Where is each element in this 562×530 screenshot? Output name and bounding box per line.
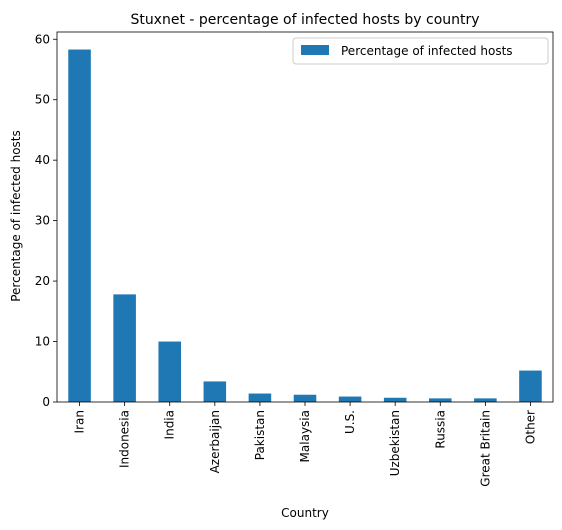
y-tick-label: 30 [35,214,50,228]
x-tick-label: India [163,410,177,439]
x-tick-label: Pakistan [253,410,267,460]
x-tick-label: Malaysia [298,410,312,462]
x-tick-label: Other [523,410,537,444]
x-tick-label: U.S. [343,410,357,434]
x-ticks: Iran Indonesia India Azerbaijan Pakistan Mala… [73,402,537,487]
legend-box [292,37,549,65]
y-axis-label: Percentage of infected hosts [9,130,23,302]
x-tick-label: Iran [73,410,87,433]
y-tick-label: 0 [42,395,50,409]
x-axis-label: Country [281,506,329,520]
bar-azerbaijan [203,381,227,402]
bar-indonesia [113,294,136,402]
bar-great-britain [474,398,497,402]
y-ticks: 0 10 20 30 40 50 60 [35,32,57,409]
y-tick-label: 20 [35,274,50,288]
bar-malaysia [293,394,317,402]
bar-russia [429,398,452,402]
bar-other [519,370,542,402]
legend-label: Percentage of infected hosts [341,44,513,58]
chart-title: Stuxnet - percentage of infected hosts b… [130,12,479,28]
x-tick-label: Russia [433,410,447,449]
bar-uzbekistan [383,397,407,402]
x-tick-label: Uzbekistan [388,410,402,476]
bar-u-s [338,396,362,402]
y-tick-label: 60 [35,32,50,46]
y-tick-label: 40 [35,153,50,167]
bar-iran [68,49,91,402]
y-tick-label: 10 [35,335,50,349]
bar-india [158,341,181,402]
x-tick-label: Azerbaijan [208,410,222,473]
legend: Percentage of infected hosts [292,37,549,65]
bar-pakistan [248,393,272,402]
plot-frame [56,31,554,403]
y-tick-label: 50 [35,93,50,107]
bars-layer [68,49,542,402]
legend-swatch [301,45,329,55]
x-tick-label: Great Britain [478,410,492,487]
x-tick-label: Indonesia [118,410,132,468]
